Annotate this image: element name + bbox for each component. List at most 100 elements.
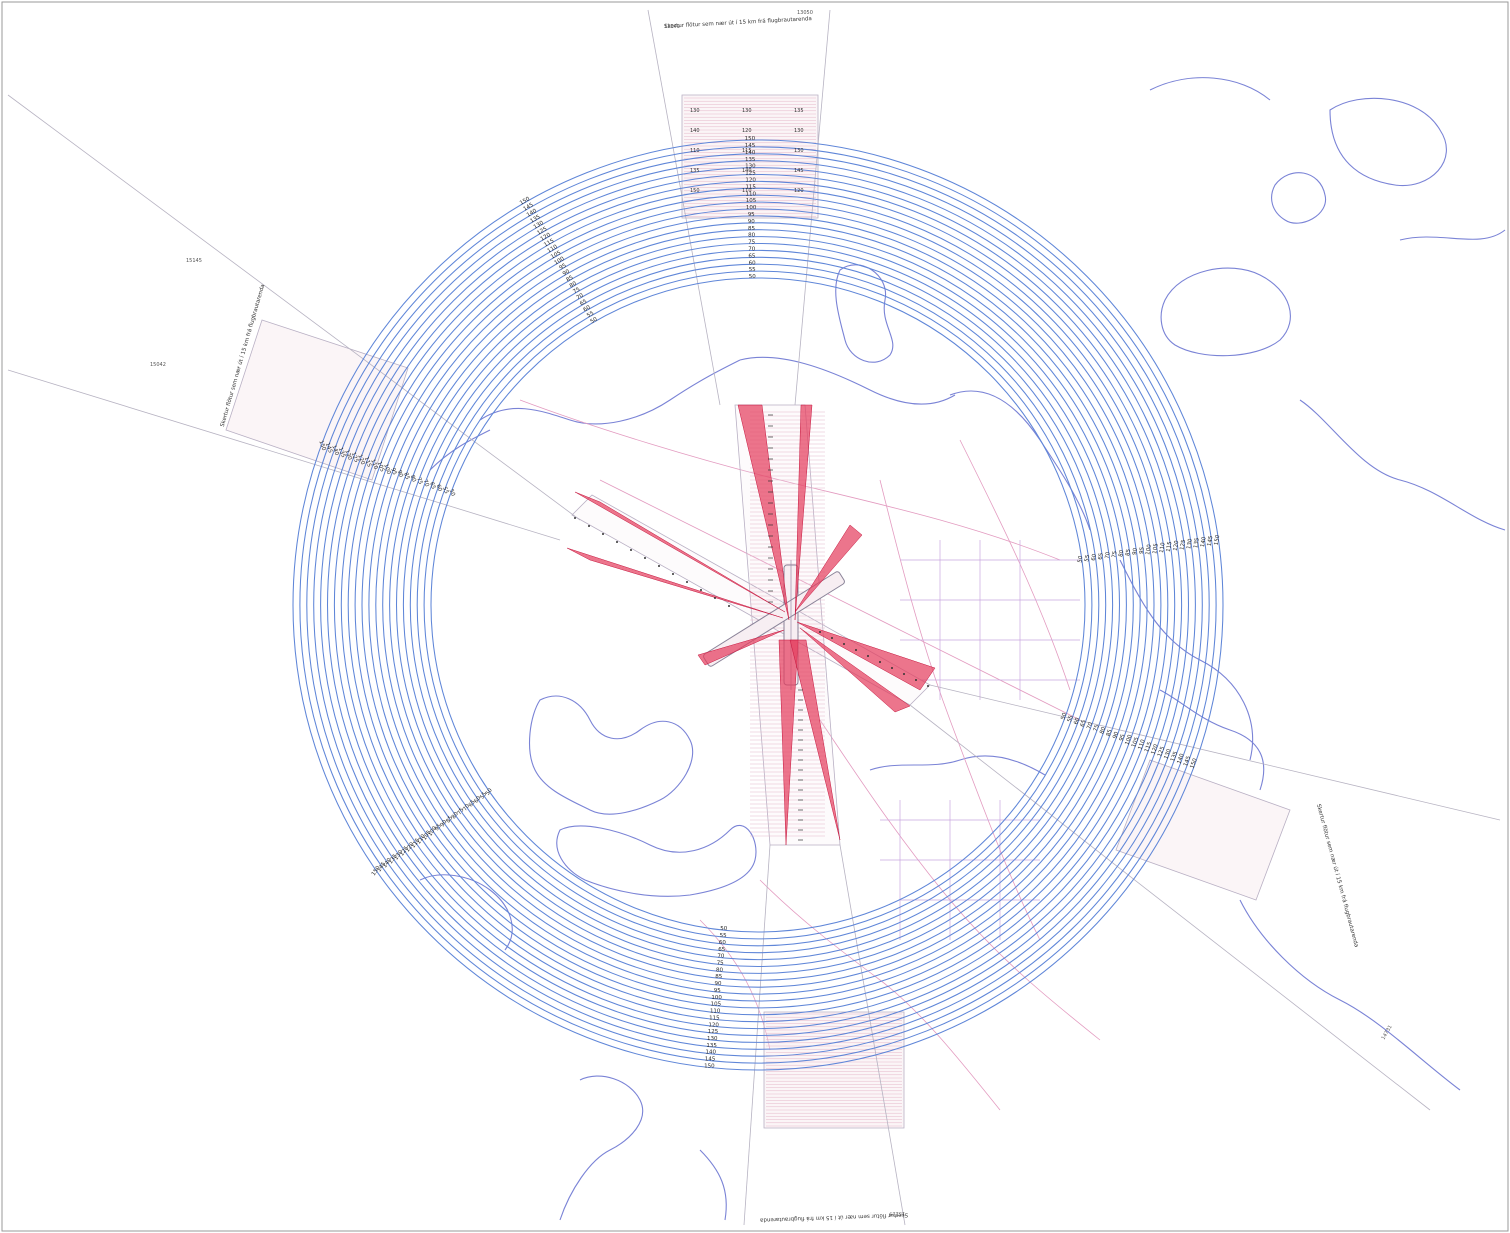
ring-elevation-label: 70 — [717, 954, 724, 960]
ring-elevation-label: 135 — [1170, 750, 1179, 762]
ring-elevation-label: 110 — [1159, 542, 1167, 554]
ring-elevation-label: 150 — [745, 136, 756, 142]
ring-elevation-label: 130 — [393, 849, 404, 861]
ring-elevation-label: 135 — [745, 157, 756, 163]
ring-elevation-label: 75 — [748, 240, 755, 246]
ring-elevation-label: 135 — [1193, 537, 1201, 549]
ring-elevation-label: 130 — [533, 220, 546, 231]
ring-elevation-label: 125 — [350, 451, 359, 463]
sector-value: 135 — [690, 168, 700, 174]
ring-elevation-label: 125 — [708, 1029, 719, 1035]
ring-elevation-label: 55 — [1084, 554, 1091, 562]
ring-elevation-label: 150 — [317, 440, 326, 452]
ring-elevation-label: 80 — [1118, 549, 1125, 557]
ring-elevation-label: 55 — [441, 486, 449, 495]
label-north-right: 13050 — [797, 10, 813, 16]
ring-18 — [306, 153, 1210, 1057]
ring-elevation-label: 125 — [536, 226, 549, 237]
ring-elevation-label: 150 — [519, 196, 532, 207]
ring-elevation-label: 90 — [440, 819, 449, 829]
ring-elevation-label: 100 — [1145, 544, 1153, 556]
ring-elevation-label: 60 — [749, 260, 756, 266]
ring-19 — [299, 146, 1217, 1064]
ring-elevation-label: 70 — [1086, 721, 1094, 730]
ring-elevation-label: 130 — [1163, 748, 1172, 760]
ring-9 — [368, 215, 1148, 995]
ring-elevation-label: 115 — [410, 837, 421, 849]
ring-elevation-label: 90 — [562, 269, 571, 278]
approach-surfaces — [566, 404, 936, 846]
sector-value: 140 — [742, 168, 752, 174]
ring-13 — [340, 187, 1176, 1023]
ring-elevation-label: 65 — [428, 481, 436, 490]
ring-elevation-label: 110 — [547, 244, 560, 255]
label-east: 14731 — [1381, 1024, 1394, 1041]
ring-elevation-label: 80 — [1099, 726, 1107, 735]
sector-value: 115 — [742, 148, 752, 154]
sector-south — [763, 1011, 905, 1129]
ring-elevation-label: 115 — [1166, 541, 1174, 553]
ring-elevation-label: 135 — [706, 1043, 717, 1049]
ring-elevation-label: 115 — [745, 184, 756, 190]
ring-elevation-label: 70 — [576, 292, 585, 301]
ring-elevation-label: 130 — [707, 1036, 718, 1042]
ring-elevation-label: 145 — [522, 202, 535, 213]
ring-elevation-label: 140 — [706, 1050, 717, 1056]
ring-elevation-label: 145 — [1183, 755, 1192, 767]
ring-elevation-label: 80 — [409, 474, 417, 483]
ring-elevation-label: 65 — [579, 298, 588, 307]
ring-7 — [382, 229, 1134, 981]
ring-elevation-label: 135 — [529, 214, 542, 225]
ring-10 — [361, 208, 1155, 1002]
ring-elevation-label: 95 — [389, 467, 397, 476]
ring-elevation-label: 65 — [1080, 719, 1088, 728]
ring-elevation-label: 55 — [586, 310, 595, 319]
ring-elevation-label: 100 — [1125, 734, 1134, 746]
ring-elevation-label: 80 — [451, 811, 460, 821]
ring-elevation-label: 145 — [1207, 535, 1215, 547]
ring-elevation-label: 50 — [448, 489, 456, 498]
ring-elevation-labels: 1501451401351301251201151101051009590858… — [317, 136, 1221, 1069]
label-north-left: 13049 — [664, 24, 680, 30]
ring-elevation-label: 85 — [565, 275, 574, 284]
ring-elevation-label: 105 — [550, 250, 563, 261]
ring-elevation-label: 145 — [376, 861, 387, 873]
ring-elevation-label: 115 — [1144, 741, 1153, 753]
ring-elevation-label: 50 — [1060, 712, 1068, 721]
ring-elevation-label: 80 — [569, 281, 578, 290]
ring-elevation-label: 50 — [589, 316, 598, 325]
surface-boundaries — [7, 9, 1501, 1226]
ring-elevation-label: 140 — [382, 857, 393, 869]
label-west-top: 15145 — [186, 258, 202, 264]
sector-value: 135 — [794, 108, 804, 114]
sector-value: 140 — [690, 128, 700, 134]
ring-elevation-label: 110 — [369, 458, 378, 470]
ring-elevation-label: 65 — [748, 253, 755, 259]
ring-elevation-label: 85 — [1125, 548, 1132, 556]
ring-8 — [375, 222, 1141, 988]
ring-elevation-label: 55 — [720, 933, 727, 939]
sector-value: 150 — [690, 188, 700, 194]
sector-value: 130 — [794, 148, 804, 154]
runway-elevation-ticks — [574, 414, 929, 841]
ring-elevation-label: 60 — [474, 795, 483, 805]
ring-elevation-label: 75 — [1093, 723, 1101, 732]
ring-elevation-label: 90 — [396, 470, 404, 479]
ring-elevation-label: 125 — [745, 171, 756, 177]
ring-elevation-label: 50 — [485, 787, 494, 797]
ring-elevation-label: 60 — [719, 940, 726, 946]
conical-surface-rings — [292, 139, 1224, 1071]
sector-value: 130 — [690, 108, 700, 114]
ring-elevation-label: 150 — [371, 865, 382, 877]
ring-elevation-label: 140 — [330, 444, 339, 456]
ring-1 — [423, 270, 1093, 940]
ring-elevation-label: 110 — [416, 833, 427, 845]
ring-elevation-label: 90 — [1112, 731, 1120, 740]
ring-elevation-label: 70 — [422, 479, 430, 488]
ring-elevation-label: 85 — [1106, 728, 1114, 737]
ring-elevation-label: 140 — [745, 150, 756, 156]
ring-elevation-label: 90 — [1132, 547, 1139, 555]
